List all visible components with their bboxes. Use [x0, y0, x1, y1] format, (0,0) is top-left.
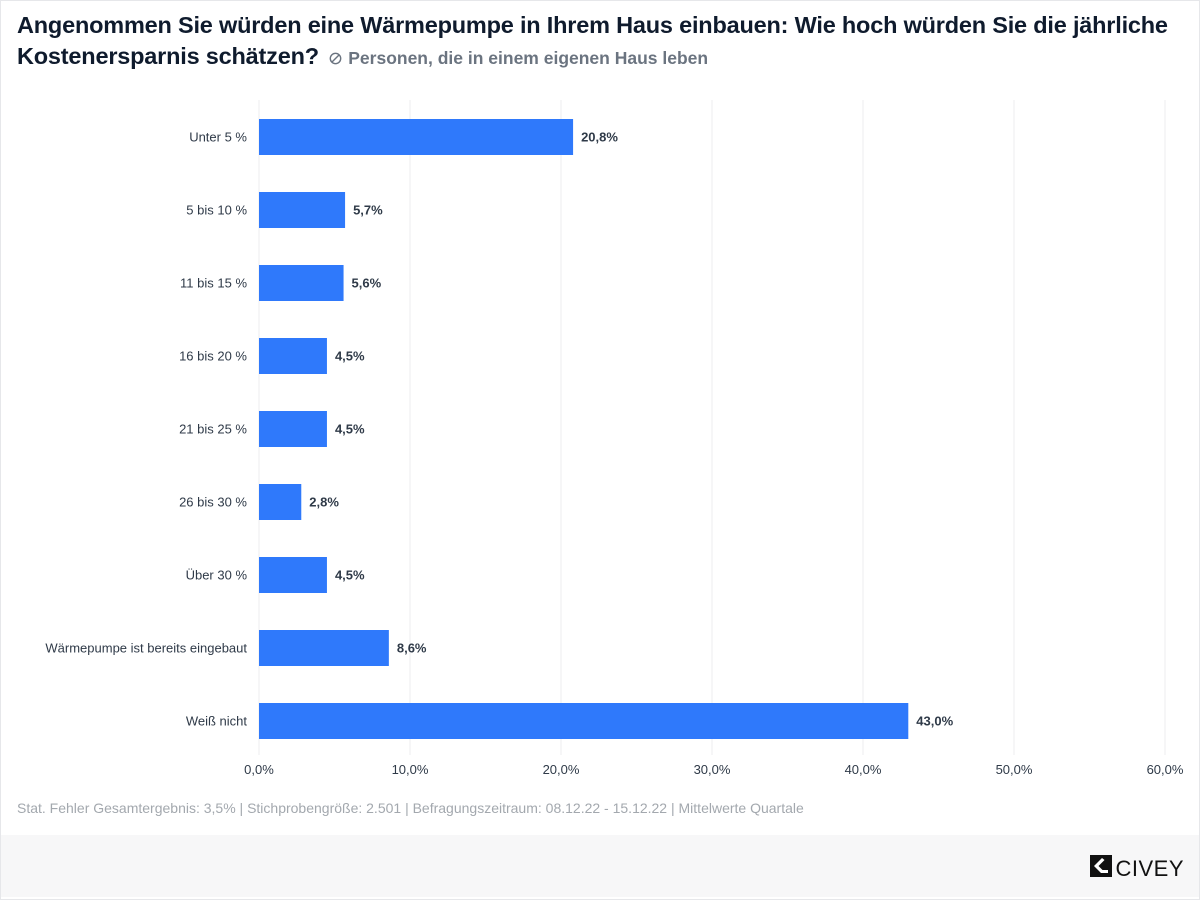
grid-lines: [258, 100, 1166, 755]
chart-title: Angenommen Sie würden eine Wärmepumpe in…: [17, 12, 1168, 69]
category-label: 26 bis 30 %: [179, 495, 247, 510]
value-label: 4,5%: [335, 422, 365, 437]
civey-brand[interactable]: CIVEY: [1090, 855, 1184, 882]
x-tick-label: 60,0%: [1147, 762, 1184, 777]
x-axis-tick-labels: 0,0% 10,0% 20,0% 30,0% 40,0% 50,0% 60,0%: [244, 762, 1184, 777]
filter-circle-slash-icon: [329, 42, 342, 65]
value-label: 8,6%: [397, 641, 427, 656]
value-label: 5,7%: [353, 203, 383, 218]
category-label: 11 bis 15 %: [180, 276, 247, 291]
civey-logo-icon: [1090, 855, 1113, 882]
x-tick-label: 30,0%: [694, 762, 731, 777]
bar[interactable]: [259, 484, 302, 520]
x-tick-label: 0,0%: [244, 762, 274, 777]
value-label: 5,6%: [352, 276, 382, 291]
category-label: 5 bis 10 %: [186, 203, 247, 218]
x-tick-label: 20,0%: [543, 762, 580, 777]
value-label: 43,0%: [916, 714, 953, 729]
bar[interactable]: [259, 557, 327, 593]
brand-name: CIVEY: [1115, 855, 1184, 881]
category-label: 21 bis 25 %: [179, 422, 247, 437]
footer-band: [1, 835, 1199, 897]
bar[interactable]: [259, 265, 344, 301]
category-label: Weiß nicht: [186, 714, 248, 729]
category-label: Über 30 %: [186, 568, 248, 583]
category-label: Wärmepumpe ist bereits eingebaut: [45, 641, 247, 656]
category-labels: Unter 5 % 5 bis 10 % 11 bis 15 % 16 bis 20 …: [45, 130, 247, 729]
x-tick-label: 50,0%: [996, 762, 1033, 777]
bar[interactable]: [259, 411, 327, 447]
value-label: 2,8%: [309, 495, 339, 510]
survey-info-note: Stat. Fehler Gesamtergebnis: 3,5% | Stic…: [17, 800, 804, 816]
bar[interactable]: [259, 192, 346, 228]
bar[interactable]: [259, 338, 327, 374]
value-labels: 20,8% 5,7% 5,6% 4,5% 4,5% 2,8% 4,5% 8,6% 43,0%: [309, 130, 953, 729]
category-label: 16 bis 20 %: [179, 349, 247, 364]
bar[interactable]: [259, 703, 909, 739]
x-tick-label: 40,0%: [845, 762, 882, 777]
bar[interactable]: [259, 630, 389, 666]
chart-subtitle: Personen, die in einem eigenen Haus lebe…: [348, 48, 709, 68]
value-label: 4,5%: [335, 568, 365, 583]
value-label: 20,8%: [581, 130, 618, 145]
chart-header: Angenommen Sie würden eine Wärmepumpe in…: [17, 10, 1187, 74]
bars: [259, 119, 909, 739]
value-label: 4,5%: [335, 349, 365, 364]
x-tick-label: 10,0%: [392, 762, 429, 777]
bar[interactable]: [259, 119, 574, 155]
category-label: Unter 5 %: [189, 130, 247, 145]
bar-chart: Unter 5 % 5 bis 10 % 11 bis 15 % 16 bis 20 …: [45, 100, 1184, 777]
